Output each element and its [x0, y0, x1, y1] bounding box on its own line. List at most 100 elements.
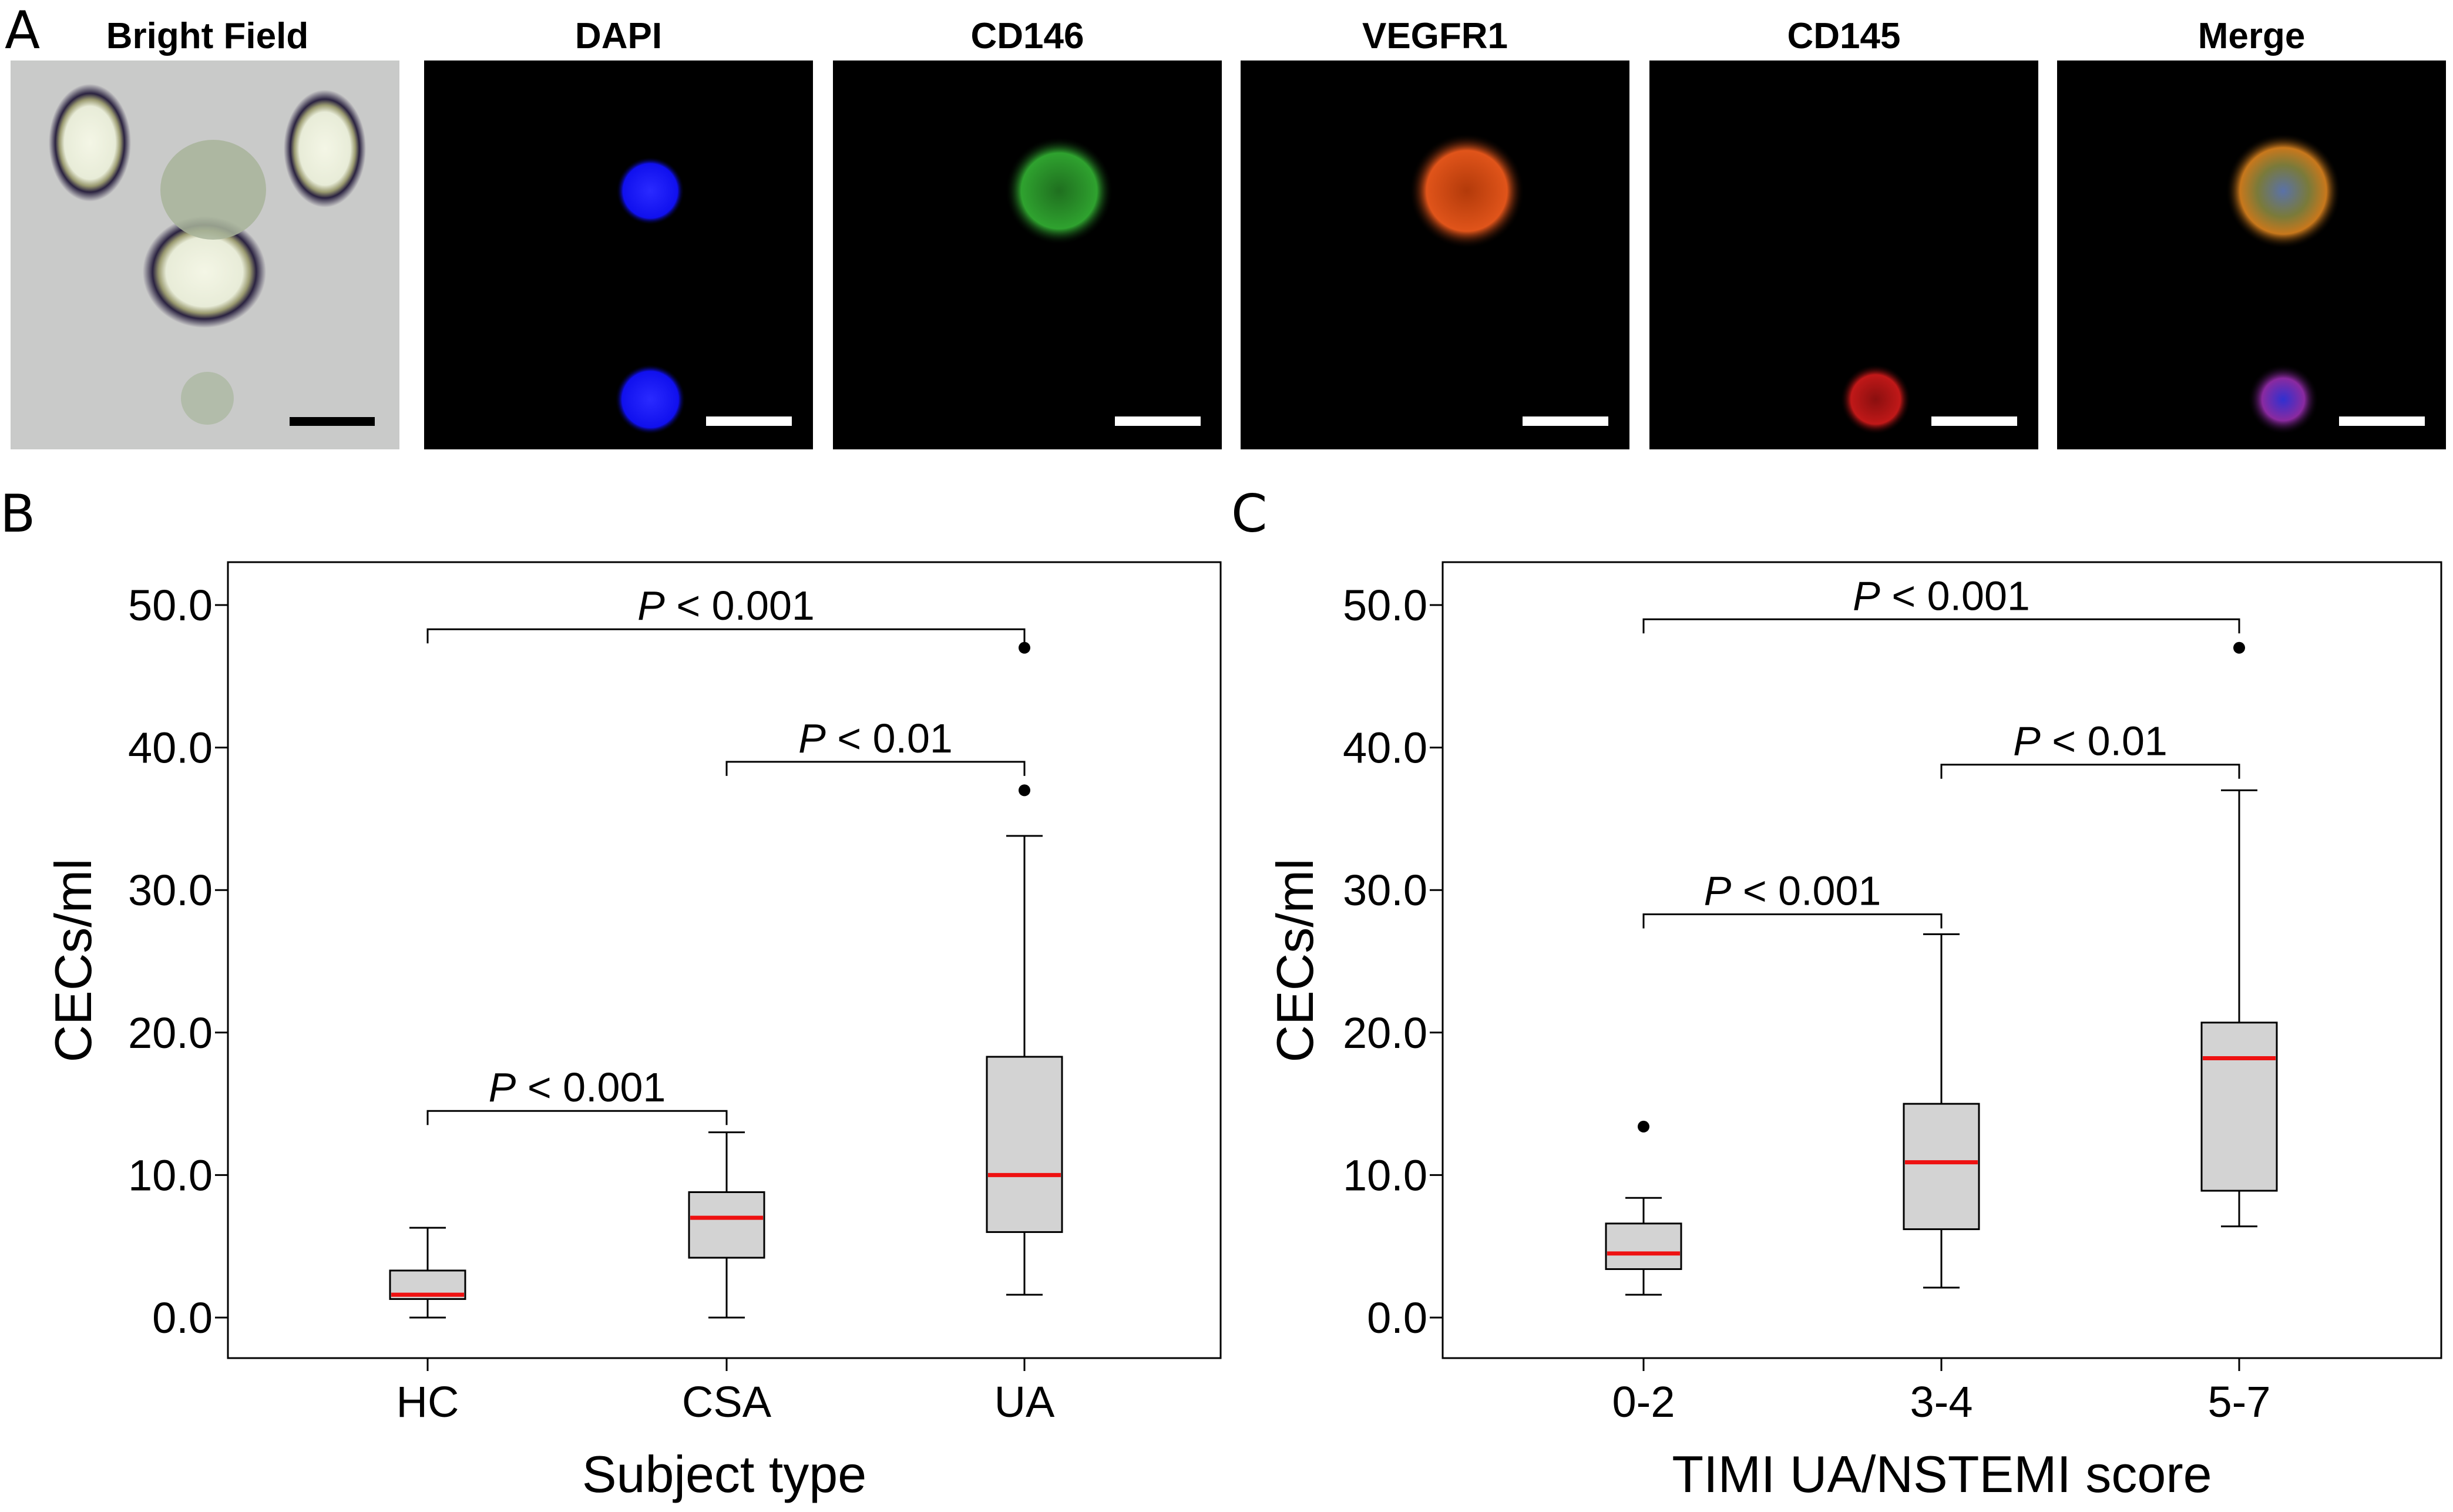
- stained-cell-lower: [2248, 364, 2318, 435]
- micrograph-bright-field: Bright Field: [11, 16, 399, 449]
- significance-bracket: P < 0.01: [1940, 718, 2240, 779]
- endothelial-cell: [160, 140, 266, 240]
- x-tick-label: 5-7: [2208, 1377, 2271, 1426]
- fluorescence-background: [1241, 61, 1629, 449]
- micrograph-title-cd146: CD146: [971, 16, 1084, 56]
- scale-bar: [1115, 416, 1201, 426]
- micrograph-title-merge: Merge: [2198, 16, 2306, 56]
- panel-a-micrographs: Bright Field DAPI CD146 VEGFR1 CD145 Merge: [11, 16, 2446, 449]
- micrograph-cd146: CD146: [833, 16, 1222, 449]
- micrograph-title-dapi: DAPI: [575, 16, 662, 56]
- x-tick-label: HC: [396, 1377, 459, 1426]
- y-tick-label: 40.0: [1343, 724, 1427, 772]
- stained-cell-lower: [615, 364, 686, 435]
- y-tick-label: 50.0: [128, 581, 213, 630]
- outlier-point: [1019, 784, 1030, 797]
- micrograph-title-cd145: CD145: [1787, 16, 1901, 56]
- p-value-text: < 0.001: [665, 583, 815, 629]
- x-tick-label: 3-4: [1910, 1377, 1973, 1426]
- scale-bar: [706, 416, 792, 426]
- micrograph-title-bright-field: Bright Field: [106, 16, 308, 56]
- scale-bar: [290, 417, 375, 426]
- fluorescence-background: [833, 61, 1222, 449]
- p-value-label: P < 0.01: [798, 715, 953, 761]
- box-2: [986, 641, 1063, 1296]
- p-value-text: < 0.01: [826, 715, 953, 761]
- micrograph-merge: Merge: [2057, 16, 2446, 449]
- box-2: [2200, 641, 2278, 1228]
- y-tick-label: 20.0: [1343, 1009, 1427, 1057]
- p-value-label: P < 0.001: [637, 583, 815, 629]
- y-tick-label: 0.0: [1367, 1293, 1427, 1342]
- panel-letter: B: [0, 483, 35, 544]
- significance-bracket: P < 0.001: [426, 583, 1026, 644]
- p-value-text: < 0.001: [1731, 868, 1881, 913]
- y-tick-label: 0.0: [152, 1293, 213, 1342]
- bracket-line: [725, 761, 1026, 776]
- y-tick-label: 50.0: [1343, 581, 1427, 630]
- panel-a-letter: A: [5, 0, 40, 61]
- x-tick-label: UA: [994, 1377, 1055, 1426]
- y-tick-label: 30.0: [1343, 866, 1427, 915]
- iqr-box: [688, 1191, 765, 1259]
- scale-bar: [1931, 416, 2017, 426]
- significance-bracket: P < 0.001: [1642, 573, 2240, 634]
- stained-cell-lower: [1840, 364, 1911, 435]
- p-value-label: P < 0.01: [2013, 718, 2168, 764]
- p-value-label: P < 0.001: [1704, 868, 1881, 913]
- iqr-box: [986, 1056, 1063, 1233]
- stained-cell-upper: [616, 157, 684, 225]
- micrograph-title-vegfr1: VEGFR1: [1362, 16, 1508, 56]
- stained-cell-upper: [2226, 133, 2341, 248]
- y-tick-label: 20.0: [128, 1009, 213, 1057]
- red-blood-cell: [49, 84, 131, 201]
- micrograph-vegfr1: VEGFR1: [1241, 16, 1629, 449]
- scale-bar: [1523, 416, 1608, 426]
- iqr-box: [1903, 1103, 1980, 1231]
- outlier-point: [1019, 641, 1030, 654]
- stained-cell-upper: [1005, 137, 1113, 245]
- significance-bracket: P < 0.01: [725, 715, 1026, 776]
- leukocyte-cell: [181, 372, 234, 425]
- box-0: [1605, 1120, 1682, 1296]
- y-tick-label: 40.0: [128, 724, 213, 772]
- micrograph-cd145: CD145: [1649, 16, 2038, 449]
- x-tick-label: 0-2: [1612, 1377, 1675, 1426]
- p-value-label: P < 0.001: [489, 1064, 666, 1110]
- bracket-line: [426, 628, 1026, 644]
- y-tick-label: 30.0: [128, 866, 213, 915]
- p-value-text: < 0.001: [516, 1064, 666, 1110]
- y-axis-label: CECs/ml: [1266, 858, 1324, 1062]
- bracket-line: [1642, 913, 1943, 929]
- iqr-box: [2200, 1022, 2278, 1192]
- box-1: [688, 1131, 765, 1319]
- p-value-text: < 0.01: [2041, 718, 2168, 764]
- y-tick-label: 10.0: [128, 1151, 213, 1199]
- p-value-label: P < 0.001: [1853, 573, 2030, 619]
- red-blood-cell: [143, 216, 266, 328]
- outlier-point: [2233, 641, 2245, 654]
- panel-b-boxplot: B 0.0 10.0 20.0 30.0 40.0 50.0 HC CSA UA Subject t…: [0, 483, 1222, 1503]
- micrograph-dapi: DAPI: [424, 16, 813, 449]
- y-tick-label: 10.0: [1343, 1151, 1427, 1199]
- panel-letter: C: [1231, 483, 1267, 544]
- scale-bar: [2339, 416, 2425, 426]
- plot-frame: [227, 561, 1222, 1359]
- bracket-line: [1642, 618, 2240, 634]
- p-value-text: < 0.001: [1880, 573, 2030, 619]
- x-axis-label: Subject type: [582, 1445, 866, 1503]
- x-tick-label: CSA: [682, 1377, 772, 1426]
- box-0: [389, 1227, 466, 1319]
- bracket-line: [1940, 764, 2240, 779]
- significance-bracket: P < 0.001: [1642, 868, 1943, 929]
- x-axis-label: TIMI UA/NSTEMI score: [1672, 1445, 2212, 1503]
- bracket-line: [426, 1110, 728, 1125]
- significance-bracket: P < 0.001: [426, 1064, 728, 1125]
- red-blood-cell: [284, 90, 366, 207]
- y-axis-label: CECs/ml: [44, 858, 102, 1062]
- panel-c-boxplot: C 0.0 10.0 20.0 30.0 40.0 50.0 0-2 3-4 5-7 TIMI UA…: [1231, 483, 2442, 1503]
- stained-cell-upper: [1409, 133, 1524, 248]
- outlier-point: [1638, 1120, 1649, 1133]
- box-1: [1903, 933, 1980, 1289]
